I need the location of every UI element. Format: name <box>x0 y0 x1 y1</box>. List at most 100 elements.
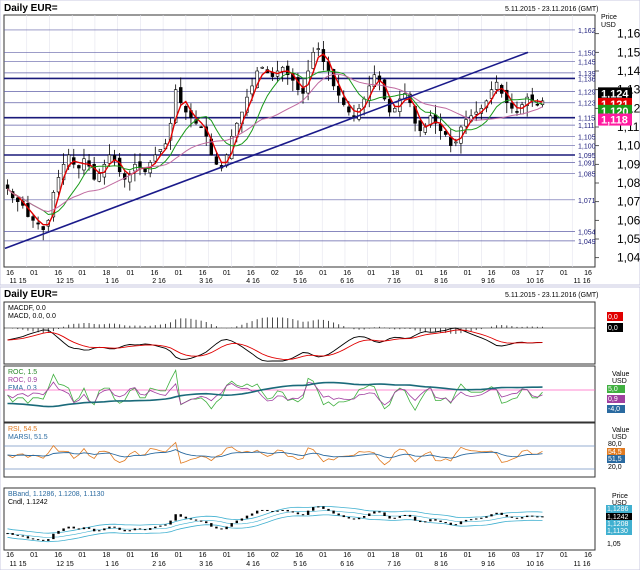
bband-candle-84 <box>434 519 437 521</box>
macd-plot: 0,0 0,0 <box>4 312 623 362</box>
candle-body-30 <box>158 149 163 152</box>
candle-body-86 <box>443 131 448 135</box>
bband-candle-0 <box>6 533 9 535</box>
bband-candle-89 <box>459 521 463 525</box>
top-xaxis-month-12: 11 16 <box>574 278 591 285</box>
bband-candle-1 <box>11 533 14 535</box>
top-xaxis-day-18: 16 <box>440 270 448 277</box>
top-xaxis-day-12: 16 <box>295 270 303 277</box>
date-axis-bottom: 16 01 16 01 18 01 16 01 16 01 16 02 16 01 16 01 18 01 16 01… <box>6 552 592 568</box>
candle-body-29 <box>153 154 157 162</box>
bband-candle-96 <box>495 512 498 515</box>
bband-candle-104 <box>536 516 539 518</box>
top-xaxis-month-10: 9 16 <box>481 278 495 285</box>
bottom-xaxis-day-19: 01 <box>464 552 472 559</box>
candle-body-23 <box>123 173 127 180</box>
bottom-xaxis-day-14: 16 <box>343 552 351 559</box>
bband-label-2: Cndl, 1.1242 <box>8 499 48 506</box>
bband-candle-3 <box>21 535 25 537</box>
candle-body-76 <box>393 108 397 113</box>
price-tick-12: 1,160 <box>617 27 640 41</box>
bottom-title: Daily EUR= <box>4 289 58 300</box>
level-label-2: 1,145 <box>578 60 596 67</box>
bband-candle-52 <box>271 511 274 513</box>
top-grid <box>26 15 573 267</box>
macd-axis-0: 0,0 <box>608 314 618 321</box>
bband-candle-102 <box>525 515 529 518</box>
bband-candle-50 <box>261 509 264 511</box>
bband-candle-16 <box>87 527 91 529</box>
price-tick-6: 1,100 <box>617 139 640 153</box>
bband-candle-59 <box>306 510 310 515</box>
bband-candle-101 <box>520 517 524 519</box>
bband-candle-105 <box>541 516 544 518</box>
candle-body-48 <box>250 85 254 95</box>
candle-body-96 <box>494 81 499 90</box>
bband-candle-35 <box>184 516 188 519</box>
candle-body-90 <box>464 119 468 127</box>
bottom-xaxis-day-5: 01 <box>127 552 135 559</box>
bband-candle-53 <box>276 510 279 512</box>
bband-candle-43 <box>225 526 228 530</box>
top-xaxis-day-6: 16 <box>151 270 159 277</box>
bband-candle-32 <box>169 520 172 525</box>
macd-signal-line <box>7 329 543 360</box>
level-label-13: 1,085 <box>578 172 596 179</box>
bband-candle-47 <box>245 515 249 519</box>
candle-body-99 <box>510 102 514 109</box>
bband-candle-60 <box>312 507 315 511</box>
bband-candle-19 <box>103 528 106 531</box>
bottom-xaxis-day-21: 03 <box>512 552 520 559</box>
macd-label-2: MACD, 0.0, 0.0 <box>8 313 56 320</box>
candle-body-5 <box>31 216 35 221</box>
price-header-2: USD <box>601 22 616 29</box>
bottom-xaxis-day-6: 16 <box>151 552 159 559</box>
candle-body-75 <box>387 98 392 113</box>
rsi-badge-1 <box>607 448 625 456</box>
top-date-range: 5.11.2015 - 23.11.2016 (GMT) <box>505 6 599 13</box>
moving-averages <box>7 53 543 226</box>
candle-body-82 <box>423 126 427 133</box>
bband-axis-3: 1,1130 <box>607 528 628 535</box>
bottom-xaxis-day-0: 16 <box>6 552 14 559</box>
bband-candle-5 <box>31 538 35 540</box>
bottom-xaxis-day-8: 16 <box>199 552 207 559</box>
bband-candle-64 <box>332 510 335 514</box>
roc-label-1: ROC, 1.5 <box>8 369 37 376</box>
bband-axis-0: 1,1286 <box>607 506 629 513</box>
bband-candle-34 <box>179 514 182 517</box>
price-tick-4: 1,080 <box>617 176 640 190</box>
bottom-xaxis-day-1: 01 <box>30 552 38 559</box>
bband-candle-73 <box>378 511 381 513</box>
bband-axis-1: 1,1242 <box>607 514 629 521</box>
level-label-15: 1,054 <box>578 230 596 237</box>
rsi-value-header-2: USD <box>612 434 627 441</box>
bband-candle-71 <box>368 513 371 516</box>
candle-body-58 <box>301 87 305 94</box>
candle-body-65 <box>336 85 341 96</box>
level-label-6: 1,123 <box>578 101 596 108</box>
level-label-8: 1,111 <box>578 123 595 130</box>
bband-candle-76 <box>393 517 396 519</box>
top-xaxis-day-1: 01 <box>30 270 38 277</box>
bband-candle-100 <box>515 517 519 519</box>
bband-candle-10 <box>57 530 60 534</box>
bottom-xaxis-month-6: 5 16 <box>293 561 307 568</box>
bband-candle-54 <box>281 509 284 511</box>
roc-panel: ROC, 1.5 ROC, 0.9 EMA, 0.3 Value USD <box>3 365 629 423</box>
bband-candle-80 <box>413 516 417 521</box>
bband-candle-75 <box>388 516 391 519</box>
bband-candle-86 <box>444 522 447 524</box>
bband-candle-103 <box>531 515 534 517</box>
candle-body-41 <box>214 156 219 165</box>
top-xaxis-month-8: 7 16 <box>387 278 401 285</box>
candle-body-104 <box>535 103 540 106</box>
candle-body-24 <box>128 173 132 183</box>
candle-body-68 <box>352 115 356 117</box>
bband-candle-58 <box>301 514 305 516</box>
top-xaxis-day-3: 01 <box>78 270 86 277</box>
rsi-label-1: RSI, 54.5 <box>8 426 37 433</box>
bband-candle-30 <box>159 525 162 527</box>
level-label-10: 1,100 <box>578 144 596 151</box>
